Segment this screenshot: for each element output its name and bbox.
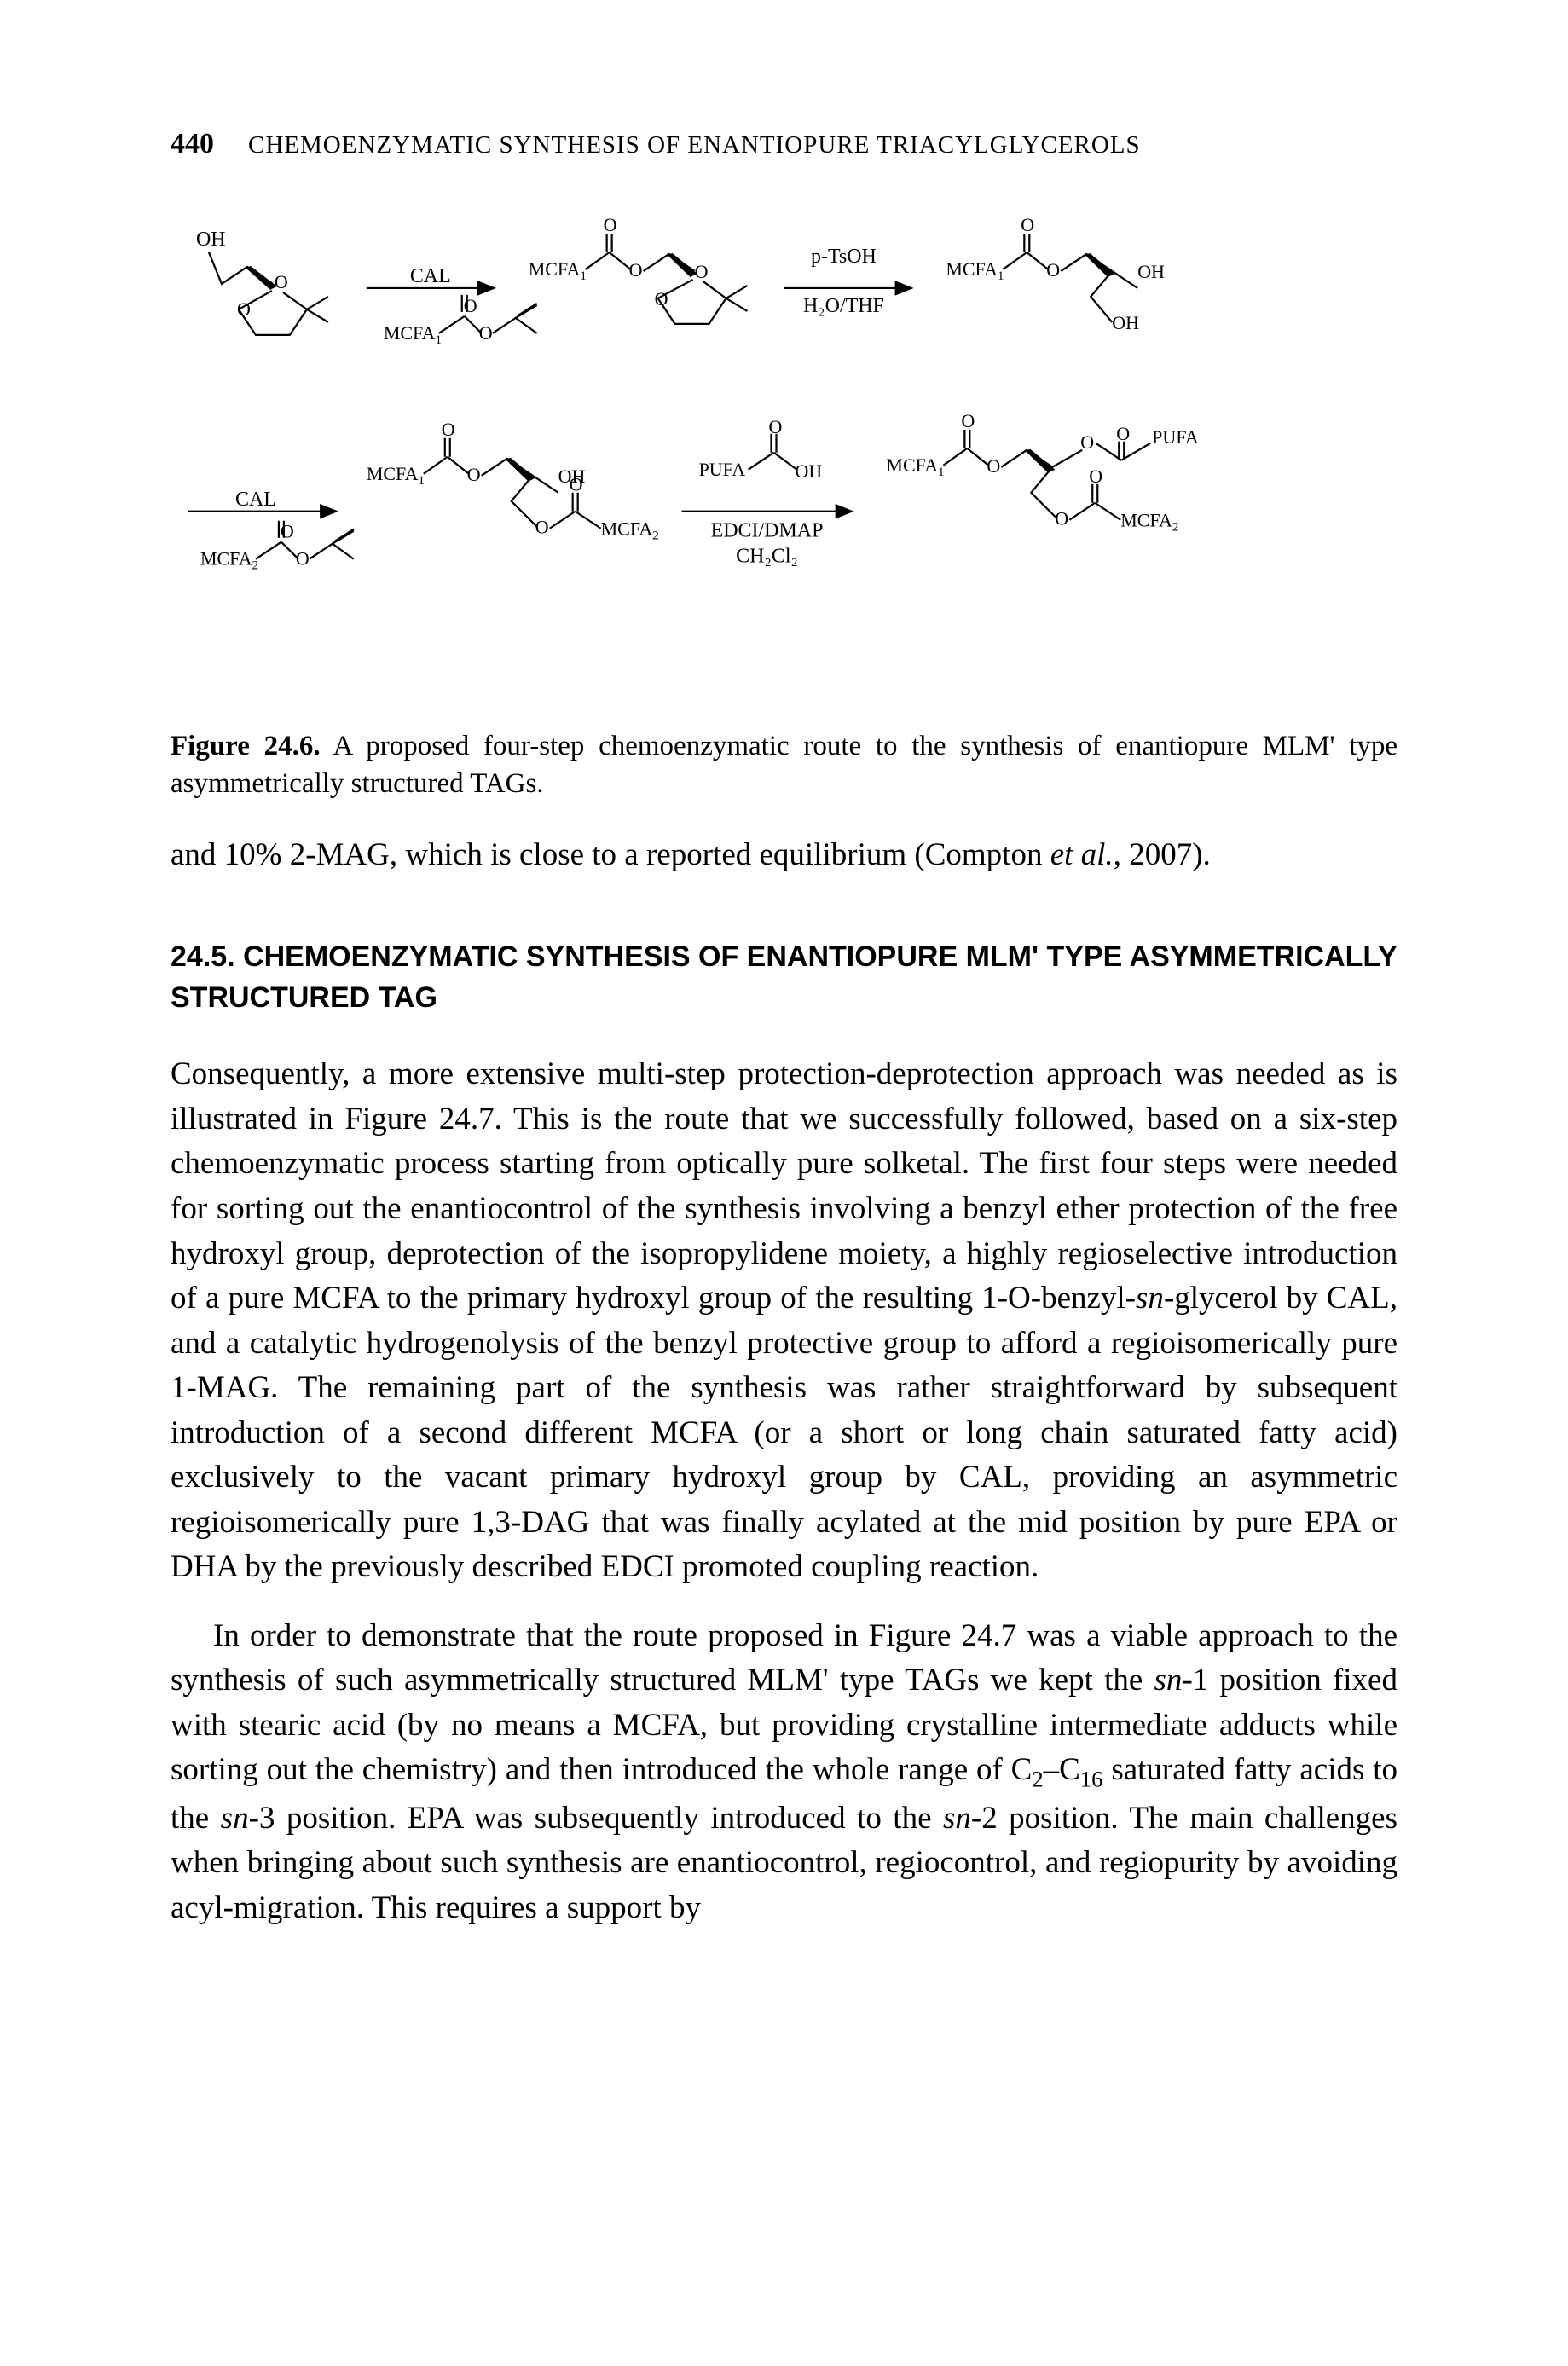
svg-text:O: O (275, 271, 288, 292)
svg-text:MCFA2: MCFA2 (200, 548, 258, 573)
svg-text:OH: OH (196, 229, 226, 251)
svg-text:O: O (655, 288, 668, 309)
svg-text:O: O (769, 416, 783, 437)
svg-text:O: O (1080, 431, 1094, 453)
running-head: 440 CHEMOENZYMATIC SYNTHESIS OF ENANTIOP… (171, 128, 1397, 160)
page: 440 CHEMOENZYMATIC SYNTHESIS OF ENANTIOP… (0, 0, 1568, 2039)
svg-text:O: O (1116, 423, 1130, 444)
svg-text:O: O (464, 295, 477, 316)
text-fragment: Consequently, a more extensive multi-ste… (171, 1056, 1397, 1316)
reagent-cal-2: CAL (235, 489, 276, 511)
svg-text:O: O (281, 521, 294, 542)
text-fragment: –C (1044, 1752, 1080, 1787)
svg-text:O: O (467, 464, 481, 485)
svg-text:O: O (237, 298, 251, 320)
svg-text:PUFA: PUFA (1152, 426, 1199, 448)
text-fragment: , 2007). (1114, 837, 1211, 872)
svg-text:O: O (987, 455, 1000, 477)
svg-text:MCFA2: MCFA2 (601, 518, 659, 543)
text-subscript: 2 (1032, 1767, 1043, 1792)
svg-text:O: O (1021, 214, 1034, 235)
reagent-cal: CAL (410, 265, 451, 287)
svg-text:O: O (479, 322, 493, 344)
text-italic: sn (943, 1801, 971, 1836)
text-fragment: and 10% 2-MAG, which is close to a repor… (171, 837, 1050, 872)
paragraph-equilibrium: and 10% 2-MAG, which is close to a repor… (171, 833, 1397, 878)
reagent-ch2cl2: CH₂Cl₂ (736, 546, 798, 568)
text-italic: et al. (1050, 837, 1114, 872)
svg-text:OH: OH (1137, 261, 1165, 282)
svg-text:MCFA2: MCFA2 (1120, 510, 1178, 535)
svg-text:MCFA1: MCFA1 (384, 322, 442, 347)
svg-text:O: O (1089, 466, 1102, 487)
svg-text:MCFA1: MCFA1 (529, 258, 587, 283)
reagent-ptsoh: p-TsOH (811, 246, 877, 268)
text-fragment: -glycerol by CAL, and a catalytic hydrog… (171, 1281, 1397, 1584)
text-fragment: -3 position. EPA was subsequently introd… (249, 1801, 943, 1836)
page-number: 440 (171, 128, 214, 160)
paragraph-main-1: Consequently, a more extensive multi-ste… (171, 1052, 1397, 1589)
svg-text:O: O (1055, 508, 1068, 529)
svg-text:OH: OH (795, 460, 822, 482)
figure-24-6: OH O O CAL MCFA1 O (171, 203, 1397, 803)
paragraph-main-2: In order to demonstrate that the route p… (171, 1614, 1397, 1930)
reagent-edci: EDCI/DMAP (711, 520, 824, 542)
text-italic: sn (1136, 1281, 1164, 1316)
scheme-svg: OH O O CAL MCFA1 O (171, 203, 1397, 714)
figure-caption-text: A proposed four-step chemoenzymatic rout… (171, 731, 1397, 800)
svg-text:MCFA1: MCFA1 (946, 258, 1004, 283)
svg-text:O: O (570, 474, 583, 495)
reagent-h2othf: H₂O/THF (803, 295, 884, 317)
svg-text:O: O (1046, 259, 1060, 281)
svg-text:O: O (535, 517, 549, 538)
svg-text:MCFA1: MCFA1 (886, 454, 944, 479)
svg-text:O: O (442, 419, 455, 440)
svg-text:O: O (604, 214, 617, 235)
svg-text:OH: OH (1112, 312, 1139, 333)
figure-label: Figure 24.6. (171, 731, 321, 761)
text-subscript: 16 (1080, 1767, 1103, 1792)
svg-text:PUFA: PUFA (699, 459, 746, 480)
running-title: CHEMOENZYMATIC SYNTHESIS OF ENANTIOPURE … (248, 131, 1141, 159)
svg-text:MCFA1: MCFA1 (367, 463, 425, 488)
svg-text:O: O (296, 548, 310, 570)
section-heading: 24.5. CHEMOENZYMATIC SYNTHESIS OF ENANTI… (171, 937, 1397, 1018)
svg-text:O: O (961, 410, 975, 431)
svg-text:O: O (629, 259, 643, 281)
svg-text:O: O (695, 261, 709, 282)
text-italic: sn (1154, 1663, 1183, 1698)
text-italic: sn (221, 1801, 249, 1836)
figure-caption: Figure 24.6. A proposed four-step chemoe… (171, 727, 1397, 803)
